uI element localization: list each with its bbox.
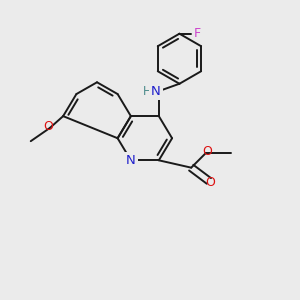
Text: O: O [44, 120, 53, 133]
Text: N: N [126, 154, 136, 167]
Text: O: O [205, 176, 215, 189]
Text: O: O [202, 145, 212, 158]
Text: F: F [194, 27, 201, 40]
Text: H: H [143, 85, 152, 98]
Text: N: N [151, 85, 161, 98]
